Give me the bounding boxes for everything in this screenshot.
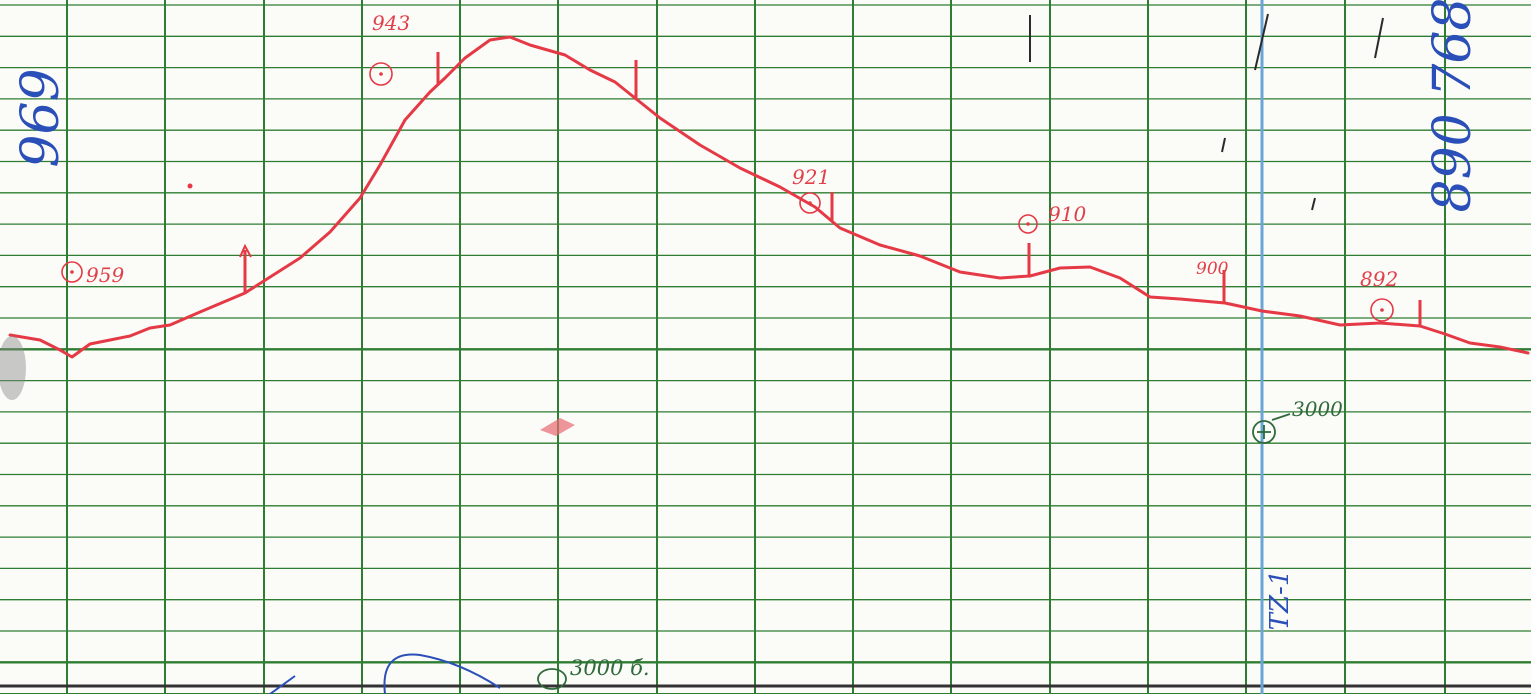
scan-smudge xyxy=(0,336,26,400)
vertical-line-label: TZ-1 xyxy=(1265,570,1295,631)
survey-point-icon xyxy=(1018,214,1038,234)
blue-stroke xyxy=(269,675,296,694)
right-margin-label: 890 768 xyxy=(1423,0,1483,213)
elevation-label-910: 910 xyxy=(1048,202,1086,226)
elevation-label-900: 900 xyxy=(1196,259,1229,279)
red-ink-smudge xyxy=(540,418,575,436)
elevation-label-892: 892 xyxy=(1360,267,1398,291)
survey-point-icon xyxy=(799,192,821,214)
left-margin-label: 969 xyxy=(11,68,71,167)
circle-mark-icon xyxy=(537,668,567,690)
station-ticks xyxy=(243,52,1422,326)
arrow-icon xyxy=(239,243,252,258)
terrain-profile-line xyxy=(8,35,1530,359)
target-icon xyxy=(1252,420,1276,444)
bottom-distance-label: 3000 б. xyxy=(570,656,650,680)
distance-label: 3000 xyxy=(1292,397,1343,421)
pen-marks xyxy=(1029,13,1384,211)
elevation-label-921: 921 xyxy=(792,165,830,189)
green-marks xyxy=(537,413,1291,690)
elevation-label-959: 959 xyxy=(86,263,124,287)
survey-point-icon xyxy=(1370,298,1394,322)
elevation-label-943: 943 xyxy=(372,11,410,35)
blue-curve-stroke xyxy=(383,653,501,694)
survey-point-dots xyxy=(70,72,1384,312)
survey-points xyxy=(61,62,1394,322)
survey-point-icon xyxy=(61,261,83,283)
survey-point-icon xyxy=(369,62,393,86)
